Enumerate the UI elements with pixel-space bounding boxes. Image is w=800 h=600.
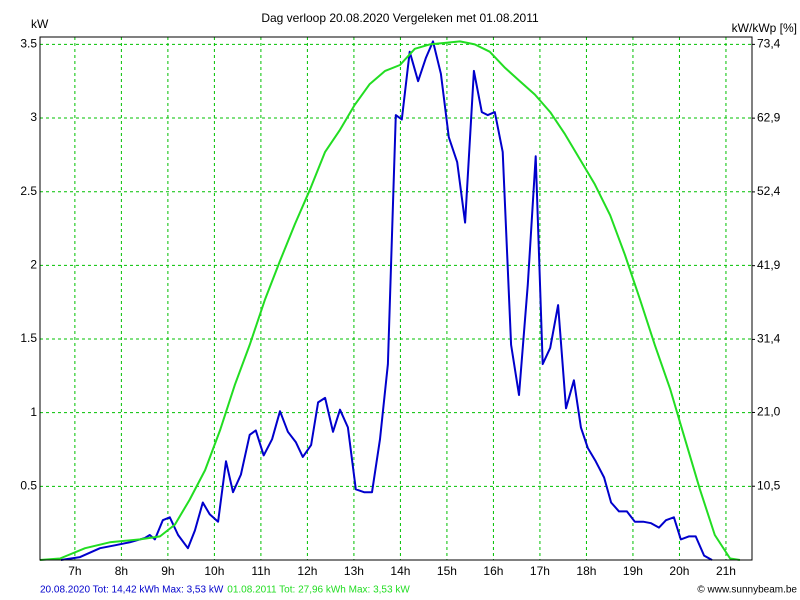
y-tick-label: 0.5 — [20, 479, 37, 493]
x-tick-label: 15h — [437, 564, 457, 578]
y-tick-label: 1.5 — [20, 331, 37, 345]
y2-tick-label: 21,0 — [757, 405, 781, 419]
y2-tick-label: 73,4 — [757, 37, 781, 51]
y2-tick-label: 52,4 — [757, 184, 781, 198]
y2-tick-label: 41,9 — [757, 258, 781, 272]
chart-title: Dag verloop 20.08.2020 Vergeleken met 01… — [261, 11, 539, 25]
x-tick-label: 21h — [716, 564, 736, 578]
x-tick-label: 19h — [623, 564, 643, 578]
legend-entry: 20.08.2020 Tot: 14,42 kWh Max: 3,53 kW — [40, 585, 224, 596]
y2-axis-label: kW/kWp [%] — [732, 21, 797, 35]
y2-tick-label: 10,5 — [757, 478, 781, 492]
series-line — [60, 40, 713, 561]
y-tick-label: 2.5 — [20, 184, 37, 198]
series-line — [39, 40, 741, 561]
x-tick-label: 10h — [204, 564, 224, 578]
x-tick-label: 13h — [344, 564, 364, 578]
x-tick-label: 20h — [669, 564, 689, 578]
y-tick-label: 3.5 — [20, 37, 37, 51]
x-tick-label: 17h — [530, 564, 550, 578]
x-tick-label: 9h — [161, 564, 174, 578]
x-tick-label: 7h — [68, 564, 81, 578]
credit: © www.sunnybeam.be — [697, 585, 797, 596]
y-tick-label: 2 — [30, 258, 37, 272]
y2-tick-label: 31,4 — [757, 332, 781, 346]
x-tick-label: 14h — [390, 564, 410, 578]
x-tick-label: 18h — [576, 564, 596, 578]
x-tick-label: 8h — [115, 564, 128, 578]
plot-border — [39, 36, 753, 561]
x-tick-label: 12h — [297, 564, 317, 578]
y2-tick-label: 62,9 — [757, 110, 781, 124]
y-axis-label: kW — [31, 17, 49, 31]
y-tick-label: 3 — [30, 110, 37, 124]
y-tick-label: 1 — [30, 405, 37, 419]
x-tick-label: 11h — [251, 564, 270, 578]
x-tick-label: 16h — [483, 564, 503, 578]
legend-entry: 01.08.2011 Tot: 27,96 kWh Max: 3,53 kW — [227, 585, 410, 596]
